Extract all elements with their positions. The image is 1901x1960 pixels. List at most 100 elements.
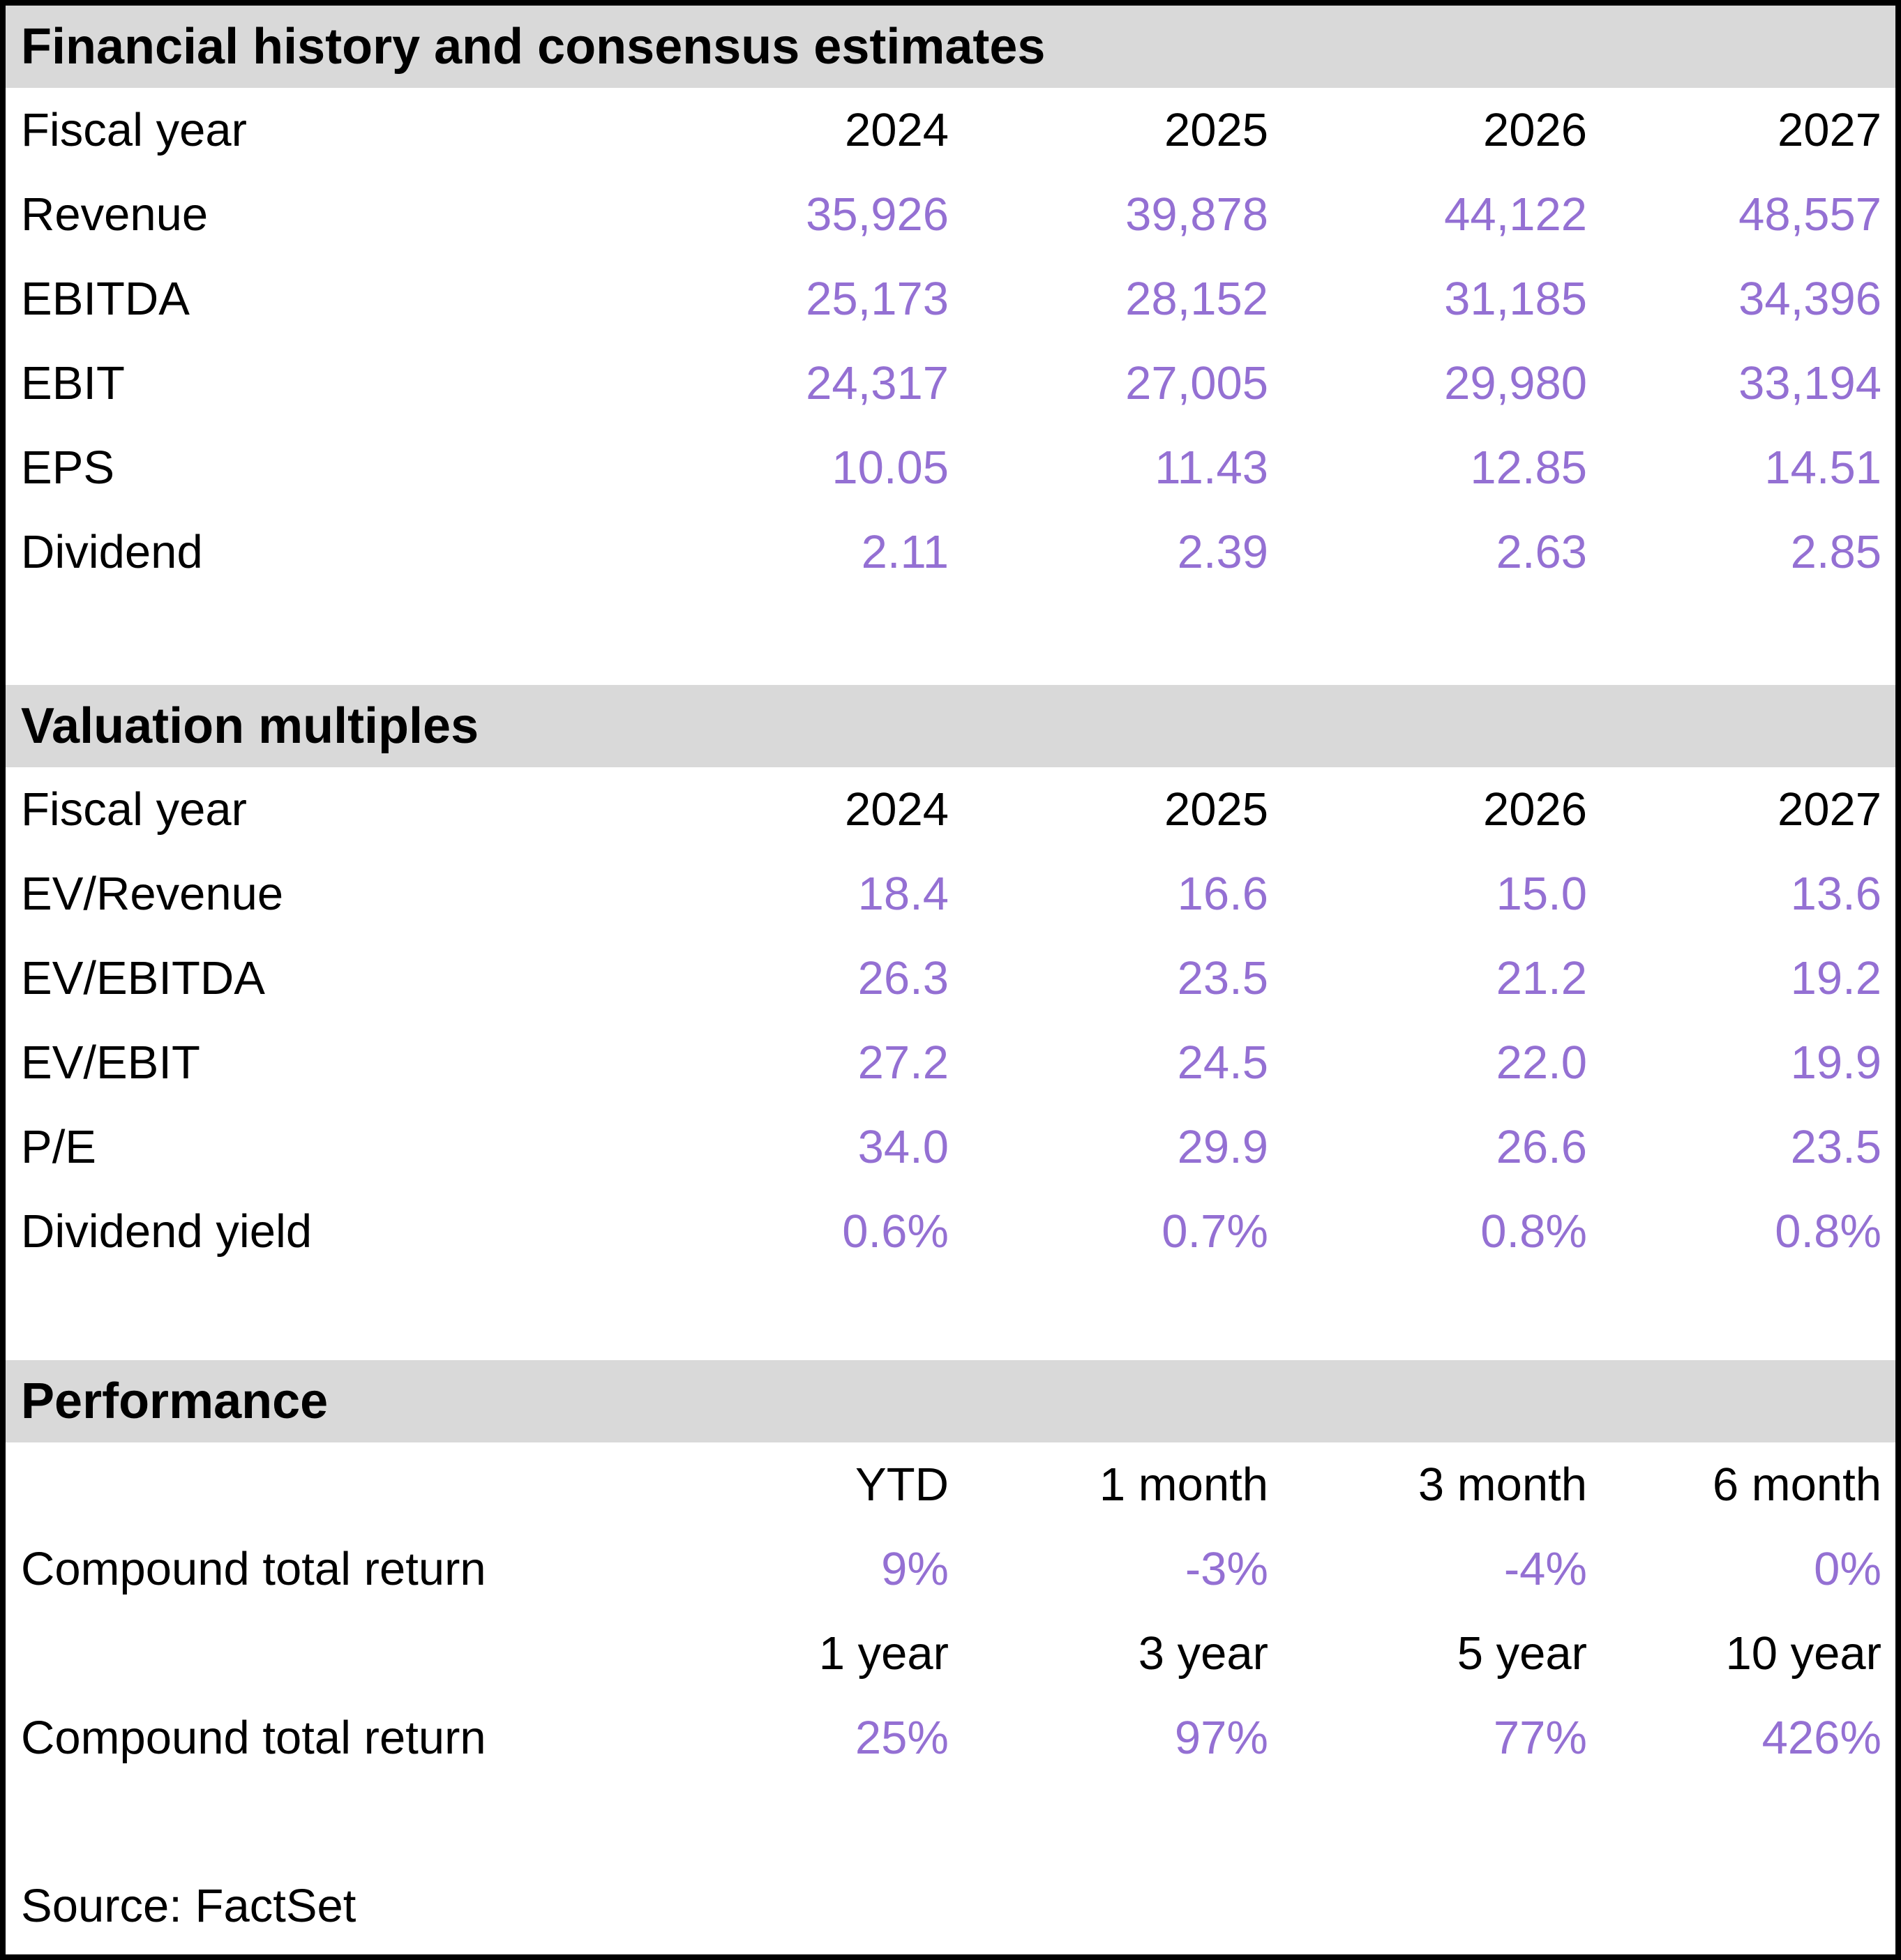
table-row-ev-ebit: EV/EBIT 27.2 24.5 22.0 19.9 bbox=[6, 1020, 1895, 1105]
revenue-2025: 39,878 bbox=[1125, 188, 1268, 241]
year-2027: 2027 bbox=[1777, 104, 1881, 156]
return-6-month: 0% bbox=[1814, 1543, 1881, 1595]
ev-ebitda-2026: 21.2 bbox=[1496, 952, 1587, 1004]
return-3-year: 97% bbox=[1174, 1712, 1268, 1764]
fiscal-year-label-2: Fiscal year bbox=[21, 783, 247, 836]
dividend-yield-2024: 0.6% bbox=[842, 1205, 949, 1258]
eps-2026: 12.85 bbox=[1470, 442, 1587, 494]
dividend-yield-2026: 0.8% bbox=[1480, 1205, 1587, 1258]
table-row-eps: EPS 10.05 11.43 12.85 14.51 bbox=[6, 425, 1895, 510]
revenue-2027: 48,557 bbox=[1738, 188, 1881, 241]
row-label-compound-return-long: Compound total return bbox=[21, 1712, 486, 1764]
ev-ebitda-2027: 19.2 bbox=[1790, 952, 1881, 1004]
fiscal-year-label: Fiscal year bbox=[21, 104, 247, 156]
source-text: Source: FactSet bbox=[21, 1880, 356, 1932]
ebit-2026: 29,980 bbox=[1444, 357, 1587, 409]
return-5-year: 77% bbox=[1493, 1712, 1587, 1764]
row-label-eps: EPS bbox=[21, 442, 115, 494]
ebitda-2024: 25,173 bbox=[806, 273, 949, 325]
row-label-ebit: EBIT bbox=[21, 357, 125, 409]
performance-period-header-long: 1 year 3 year 5 year 10 year bbox=[6, 1611, 1895, 1696]
return-ytd: 9% bbox=[881, 1543, 949, 1595]
ev-revenue-2025: 16.6 bbox=[1177, 868, 1268, 920]
dividend-2026: 2.63 bbox=[1496, 526, 1587, 578]
row-label-revenue: Revenue bbox=[21, 188, 209, 241]
dividend-2025: 2.39 bbox=[1177, 526, 1268, 578]
vm-year-2024: 2024 bbox=[844, 783, 949, 836]
ev-revenue-2024: 18.4 bbox=[857, 868, 949, 920]
year-2025: 2025 bbox=[1164, 104, 1268, 156]
ev-ebit-2024: 27.2 bbox=[857, 1036, 949, 1089]
return-3-month: -4% bbox=[1503, 1543, 1587, 1595]
period-1-month: 1 month bbox=[1099, 1458, 1268, 1511]
eps-2027: 14.51 bbox=[1764, 442, 1881, 494]
ebit-2024: 24,317 bbox=[806, 357, 949, 409]
row-label-ebitda: EBITDA bbox=[21, 273, 190, 325]
section-header-financial-history: Financial history and consensus estimate… bbox=[6, 6, 1895, 88]
row-label-dividend-yield: Dividend yield bbox=[21, 1205, 313, 1258]
table-row-ebitda: EBITDA 25,173 28,152 31,185 34,396 bbox=[6, 257, 1895, 341]
vm-year-2027: 2027 bbox=[1777, 783, 1881, 836]
pe-2024: 34.0 bbox=[857, 1121, 949, 1173]
vm-year-2025: 2025 bbox=[1164, 783, 1268, 836]
performance-period-header-short: YTD 1 month 3 month 6 month bbox=[6, 1442, 1895, 1527]
revenue-2024: 35,926 bbox=[806, 188, 949, 241]
row-label-ev-ebit: EV/EBIT bbox=[21, 1036, 200, 1089]
return-1-month: -3% bbox=[1185, 1543, 1268, 1595]
ebitda-2027: 34,396 bbox=[1738, 273, 1881, 325]
table-row-revenue: Revenue 35,926 39,878 44,122 48,557 bbox=[6, 172, 1895, 257]
table-row-ev-revenue: EV/Revenue 18.4 16.6 15.0 13.6 bbox=[6, 852, 1895, 936]
ev-ebit-2026: 22.0 bbox=[1496, 1036, 1587, 1089]
row-label-ev-ebitda: EV/EBITDA bbox=[21, 952, 265, 1004]
pe-2025: 29.9 bbox=[1177, 1121, 1268, 1173]
ev-revenue-2026: 15.0 bbox=[1496, 868, 1587, 920]
ev-ebit-2027: 19.9 bbox=[1790, 1036, 1881, 1089]
ev-ebitda-2025: 23.5 bbox=[1177, 952, 1268, 1004]
ev-ebit-2025: 24.5 bbox=[1177, 1036, 1268, 1089]
period-1-year: 1 year bbox=[818, 1627, 949, 1680]
ebit-2025: 27,005 bbox=[1125, 357, 1268, 409]
fiscal-year-header-row-1: Fiscal year 2024 2025 2026 2027 bbox=[6, 88, 1895, 172]
ebitda-2025: 28,152 bbox=[1125, 273, 1268, 325]
pe-2026: 26.6 bbox=[1496, 1121, 1587, 1173]
ebitda-2026: 31,185 bbox=[1444, 273, 1587, 325]
dividend-2027: 2.85 bbox=[1790, 526, 1881, 578]
row-label-dividend: Dividend bbox=[21, 526, 203, 578]
eps-2024: 10.05 bbox=[832, 442, 949, 494]
period-3-year: 3 year bbox=[1138, 1627, 1268, 1680]
source-row: Source: FactSet bbox=[6, 1864, 1895, 1948]
period-10-year: 10 year bbox=[1725, 1627, 1881, 1680]
table-row-pe: P/E 34.0 29.9 26.6 23.5 bbox=[6, 1105, 1895, 1189]
section-header-valuation-multiples: Valuation multiples bbox=[6, 685, 1895, 767]
dividend-yield-2027: 0.8% bbox=[1775, 1205, 1881, 1258]
period-6-month: 6 month bbox=[1712, 1458, 1881, 1511]
table-row-dividend-yield: Dividend yield 0.6% 0.7% 0.8% 0.8% bbox=[6, 1189, 1895, 1274]
ev-revenue-2027: 13.6 bbox=[1790, 868, 1881, 920]
table-row-compound-return-short: Compound total return 9% -3% -4% 0% bbox=[6, 1527, 1895, 1611]
dividend-yield-2025: 0.7% bbox=[1162, 1205, 1268, 1258]
table-row-compound-return-long: Compound total return 25% 97% 77% 426% bbox=[6, 1696, 1895, 1780]
period-5-year: 5 year bbox=[1457, 1627, 1587, 1680]
pe-2027: 23.5 bbox=[1790, 1121, 1881, 1173]
year-2026: 2026 bbox=[1482, 104, 1587, 156]
return-1-year: 25% bbox=[855, 1712, 949, 1764]
ebit-2027: 33,194 bbox=[1738, 357, 1881, 409]
row-label-ev-revenue: EV/Revenue bbox=[21, 868, 284, 920]
period-3-month: 3 month bbox=[1418, 1458, 1587, 1511]
dividend-2024: 2.11 bbox=[861, 526, 949, 578]
row-label-pe: P/E bbox=[21, 1121, 96, 1173]
ev-ebitda-2024: 26.3 bbox=[857, 952, 949, 1004]
fiscal-year-header-row-2: Fiscal year 2024 2025 2026 2027 bbox=[6, 767, 1895, 852]
table-row-ev-ebitda: EV/EBITDA 26.3 23.5 21.2 19.2 bbox=[6, 936, 1895, 1020]
section-header-performance: Performance bbox=[6, 1360, 1895, 1442]
eps-2025: 11.43 bbox=[1155, 442, 1268, 494]
table-row-dividend: Dividend 2.11 2.39 2.63 2.85 bbox=[6, 510, 1895, 594]
year-2024: 2024 bbox=[844, 104, 949, 156]
row-label-compound-return-short: Compound total return bbox=[21, 1543, 486, 1595]
table-row-ebit: EBIT 24,317 27,005 29,980 33,194 bbox=[6, 341, 1895, 425]
return-10-year: 426% bbox=[1761, 1712, 1881, 1764]
revenue-2026: 44,122 bbox=[1444, 188, 1587, 241]
period-ytd: YTD bbox=[855, 1458, 949, 1511]
vm-year-2026: 2026 bbox=[1482, 783, 1587, 836]
